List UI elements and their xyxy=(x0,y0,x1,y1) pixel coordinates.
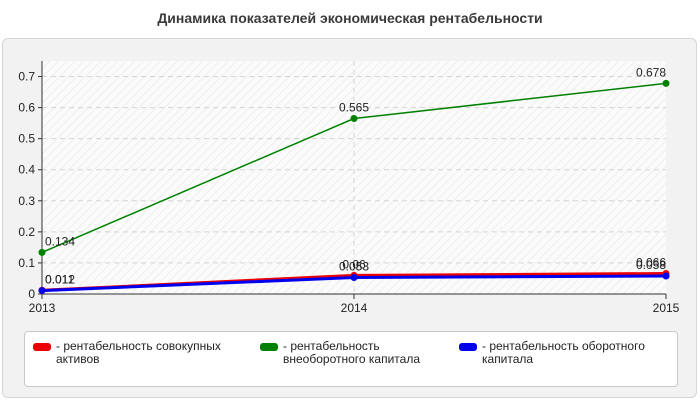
legend-label: - рентабельность совокупных активов xyxy=(56,339,221,366)
legend-item-total-assets: - рентабельность совокупных активов xyxy=(33,340,236,366)
data-label: 0.06 xyxy=(342,257,366,271)
legend-swatch-green xyxy=(260,343,278,351)
data-label: 0.134 xyxy=(45,234,75,248)
data-point xyxy=(38,287,46,295)
x-tick-label: 2013 xyxy=(29,301,56,315)
y-tick-label: 0.5 xyxy=(18,132,35,146)
y-tick-label: 0.1 xyxy=(18,256,35,270)
y-tick-label: 0.6 xyxy=(18,101,35,115)
data-label: 0.053 xyxy=(339,260,369,274)
y-tick-label: 0.2 xyxy=(18,225,35,239)
y-tick-label: 0.4 xyxy=(18,163,35,177)
legend-label: - рентабельность оборотного капитала xyxy=(482,339,645,366)
x-tick-label: 2014 xyxy=(341,301,368,315)
data-point xyxy=(350,274,358,282)
data-point xyxy=(662,79,670,87)
data-point xyxy=(38,248,46,256)
legend-label: - рентабельность внеоборотного капитала xyxy=(283,339,420,366)
data-label: 0.678 xyxy=(636,65,666,79)
legend-item-fixed-capital: - рентабельность внеоборотного капитала xyxy=(260,340,463,366)
data-point xyxy=(662,272,670,280)
x-tick-label: 2015 xyxy=(653,301,680,315)
chart-title: Динамика показателей экономическая рента… xyxy=(157,10,543,26)
data-label: 0.066 xyxy=(636,255,666,269)
y-tick-label: 0.7 xyxy=(18,70,35,84)
y-tick-label: 0 xyxy=(28,287,35,301)
data-label: 0.012 xyxy=(45,272,75,286)
y-tick-label: 0.3 xyxy=(18,194,35,208)
data-label: 0.565 xyxy=(339,100,369,114)
data-label: 0.058 xyxy=(636,258,666,272)
data-label: 0.011 xyxy=(45,273,74,287)
legend-swatch-blue xyxy=(459,343,477,351)
legend-swatch-red xyxy=(33,343,51,351)
legend-item-working-capital: - рентабельность оборотного капитала xyxy=(459,340,662,366)
chart-legend: - рентабельность совокупных активов - ре… xyxy=(24,331,678,387)
data-point xyxy=(350,114,358,122)
